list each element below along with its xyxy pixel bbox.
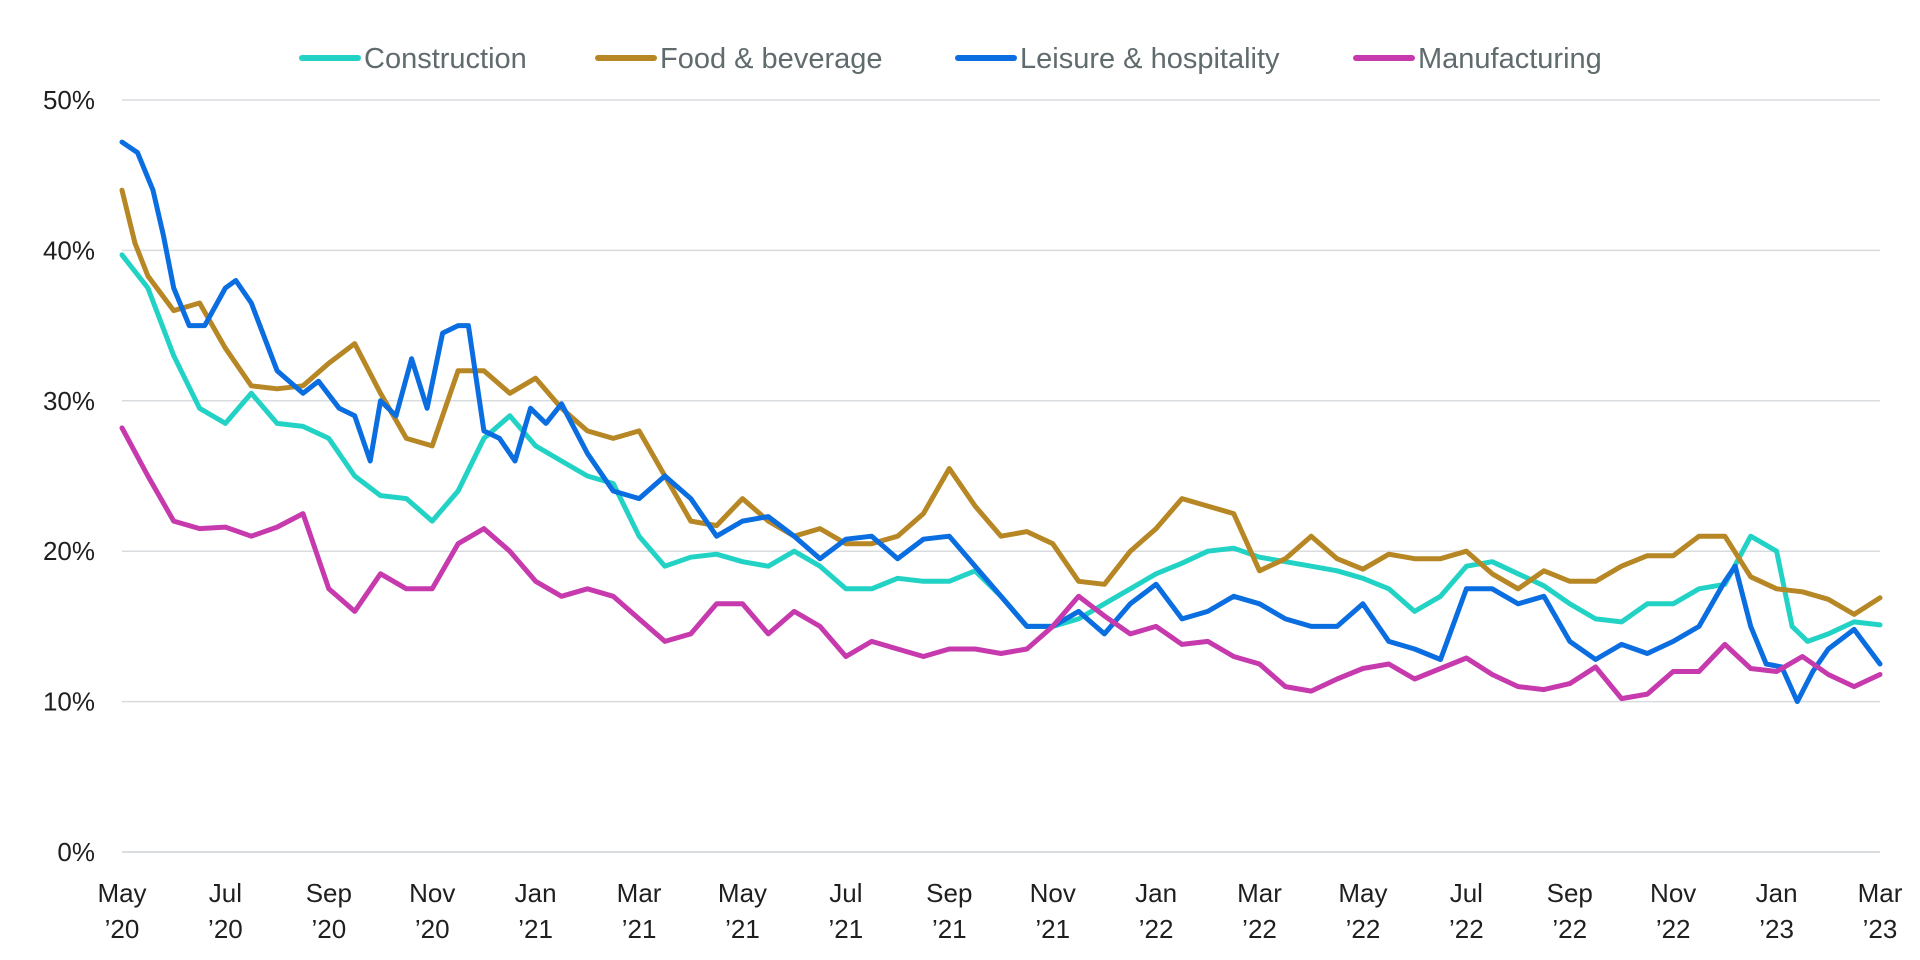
x-tick-month: Nov (1030, 878, 1076, 908)
x-tick-month: Jul (209, 878, 242, 908)
gridlines (122, 99, 1880, 853)
legend-label: Food & beverage (660, 43, 882, 75)
x-tick-year: ’22 (1449, 914, 1484, 944)
x-tick-label: Sep ’21 (926, 878, 972, 944)
x-tick-month: Jul (1450, 878, 1483, 908)
x-tick-label: Sep ’20 (306, 878, 352, 944)
x-tick-label: Nov ’22 (1650, 878, 1696, 944)
legend-item: Construction (299, 43, 527, 75)
x-tick-month: Jan (515, 878, 557, 908)
x-tick-month: Nov (1650, 878, 1696, 908)
x-tick-label: May ’20 (97, 878, 146, 944)
x-tick-label: Jul ’20 (208, 878, 243, 944)
x-tick-month: Sep (306, 878, 352, 908)
x-tick-year: ’20 (208, 914, 243, 944)
x-tick-label: May ’21 (718, 878, 767, 944)
x-axis: May ’20 Jul ’20 Sep ’20 Nov ’20 Jan ’21 Mar ’21 May ’… (97, 878, 1902, 944)
x-tick-month: Sep (1547, 878, 1593, 908)
series-line-construction (119, 252, 1883, 644)
x-tick-year: ’21 (932, 914, 967, 944)
legend-label: Construction (364, 43, 527, 75)
y-tick-label: 50% (43, 85, 95, 115)
x-tick-month: Nov (409, 878, 455, 908)
x-tick-label: Sep ’22 (1547, 878, 1593, 944)
x-tick-year: ’20 (311, 914, 346, 944)
x-tick-year: ’22 (1552, 914, 1587, 944)
x-tick-label: May ’22 (1338, 878, 1387, 944)
y-tick-label: 40% (43, 235, 95, 265)
x-tick-month: Jan (1756, 878, 1798, 908)
x-tick-year: ’21 (829, 914, 864, 944)
x-tick-month: Mar (1237, 878, 1282, 908)
legend-label: Leisure & hospitality (1020, 43, 1280, 75)
x-tick-year: ’23 (1759, 914, 1794, 944)
x-tick-year: ’21 (725, 914, 760, 944)
y-tick-label: 10% (43, 687, 95, 717)
x-tick-year: ’21 (1035, 914, 1070, 944)
y-axis: 0% 10% 20% 30% 40% 50% (43, 85, 95, 867)
legend-item: Manufacturing (1353, 43, 1602, 75)
x-tick-label: Jan ’22 (1135, 878, 1177, 944)
x-tick-year: ’21 (518, 914, 553, 944)
x-tick-label: Nov ’21 (1030, 878, 1076, 944)
x-tick-month: May (718, 878, 767, 908)
x-tick-month: May (1338, 878, 1387, 908)
series-line-leisure-hospitality (119, 139, 1883, 705)
x-tick-year: ’22 (1139, 914, 1174, 944)
x-tick-label: Mar ’21 (617, 878, 662, 944)
x-tick-label: Mar ’23 (1858, 878, 1903, 944)
x-tick-year: ’20 (415, 914, 450, 944)
y-tick-label: 0% (57, 837, 95, 867)
x-tick-year: ’22 (1242, 914, 1277, 944)
legend-label: Manufacturing (1418, 43, 1602, 75)
legend: Construction Food & beverage Leisure & hos… (299, 43, 1602, 75)
x-tick-year: ’20 (105, 914, 140, 944)
x-tick-year: ’23 (1863, 914, 1898, 944)
x-tick-month: Mar (1858, 878, 1903, 908)
series-line-manufacturing (119, 425, 1883, 702)
x-tick-label: Jul ’21 (829, 878, 864, 944)
x-tick-label: Jul ’22 (1449, 878, 1484, 944)
y-tick-label: 20% (43, 536, 95, 566)
x-tick-label: Jan ’21 (515, 878, 557, 944)
x-tick-label: Mar ’22 (1237, 878, 1282, 944)
x-tick-month: Sep (926, 878, 972, 908)
x-tick-year: ’22 (1656, 914, 1691, 944)
x-tick-year: ’21 (622, 914, 657, 944)
x-tick-month: Jul (829, 878, 862, 908)
x-tick-label: Jan ’23 (1756, 878, 1798, 944)
y-tick-label: 30% (43, 386, 95, 416)
x-tick-month: Jan (1135, 878, 1177, 908)
x-tick-year: ’22 (1346, 914, 1381, 944)
series-lines (119, 139, 1883, 705)
x-tick-month: May (97, 878, 146, 908)
x-tick-label: Nov ’20 (409, 878, 455, 944)
x-tick-month: Mar (617, 878, 662, 908)
legend-item: Food & beverage (595, 43, 882, 75)
legend-item: Leisure & hospitality (955, 43, 1280, 75)
